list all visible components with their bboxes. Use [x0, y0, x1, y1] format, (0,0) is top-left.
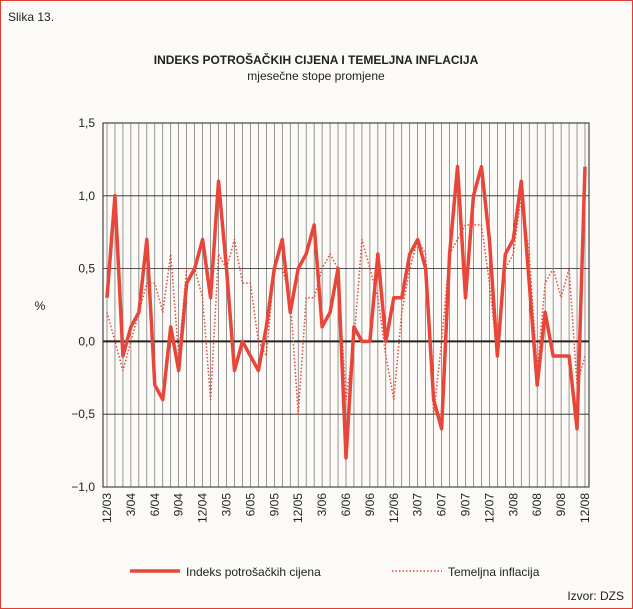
- y-tick-label: 0,5: [78, 262, 95, 276]
- figure-label: Slika 13.: [8, 10, 54, 24]
- y-axis-label: %: [35, 299, 46, 313]
- x-tick-label: 3/08: [506, 493, 520, 517]
- x-tick-label: 9/05: [267, 493, 281, 517]
- x-tick-label: 3/07: [411, 493, 425, 517]
- y-tick-label: 1,5: [78, 116, 95, 130]
- x-tick-label: 6/06: [339, 493, 353, 517]
- y-tick-label: 1,0: [78, 189, 95, 203]
- legend-label: Indeks potrošačkih cijena: [186, 565, 321, 579]
- y-tick-label: 0,0: [78, 334, 95, 348]
- x-tick-label: 9/04: [172, 493, 186, 517]
- x-tick-label: 9/08: [554, 493, 568, 517]
- x-tick-label: 12/06: [387, 493, 401, 523]
- series-line: [105, 164, 587, 460]
- x-tick-label: 3/06: [315, 493, 329, 517]
- x-tick-label: 9/07: [459, 493, 473, 517]
- chart-title: INDEKS POTROŠAČKIH CIJENA I TEMELJNA INF…: [154, 52, 479, 67]
- x-tick-label: 3/05: [220, 493, 234, 517]
- y-tick-label: −0,5: [71, 407, 95, 421]
- x-tick-label: 6/04: [148, 493, 162, 517]
- x-tick-label: 6/08: [530, 493, 544, 517]
- x-tick-label: 12/07: [482, 493, 496, 523]
- x-tick-label: 6/07: [435, 493, 449, 517]
- x-tick-label: 9/06: [363, 493, 377, 517]
- legend-label: Temeljna inflacija: [448, 565, 540, 579]
- x-tick-label: 12/05: [291, 493, 305, 523]
- chart-subtitle: mjesečne stope promjene: [247, 69, 385, 83]
- series-line: [106, 195, 586, 415]
- source: Izvor: DZS: [567, 589, 624, 603]
- x-tick-label: 12/08: [578, 493, 592, 523]
- x-tick-label: 12/03: [100, 493, 114, 523]
- x-tick-label: 12/04: [196, 493, 210, 523]
- y-tick-label: −1,0: [71, 480, 95, 494]
- x-tick-label: 6/05: [243, 493, 257, 517]
- x-tick-label: 3/04: [124, 493, 138, 517]
